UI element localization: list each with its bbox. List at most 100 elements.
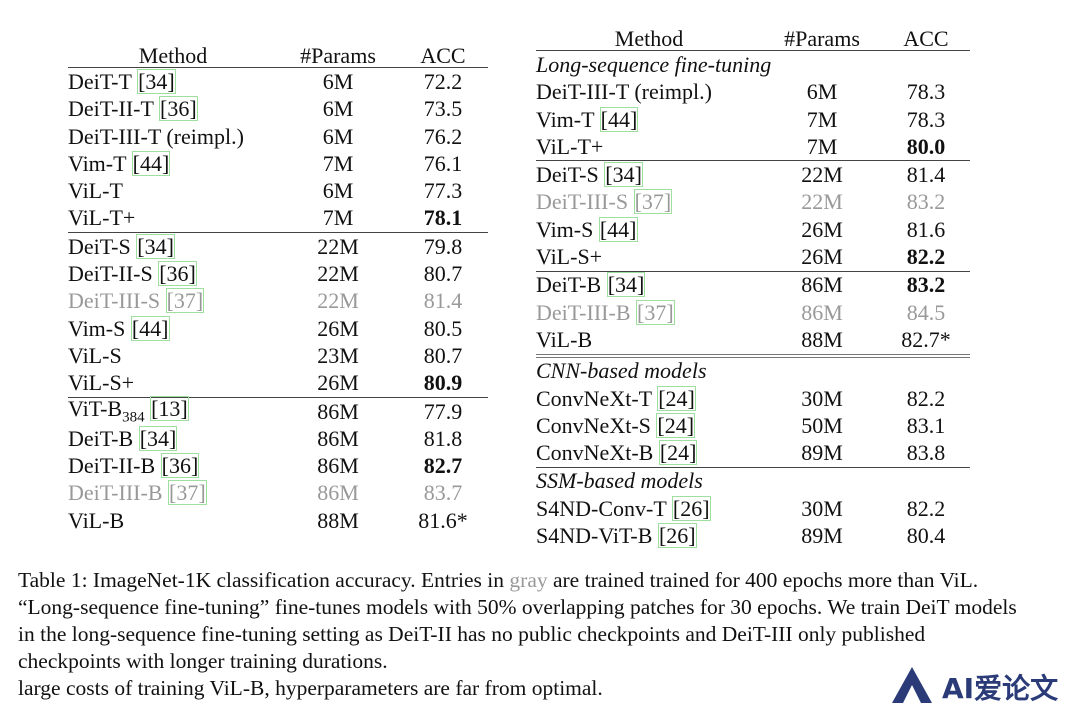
- method-cell: ConvNeXt-S [24]: [536, 412, 762, 439]
- method-name: DeiT-III-T (reimpl.): [536, 79, 712, 105]
- citation-link[interactable]: [36]: [160, 453, 200, 479]
- acc-cell: 82.7*: [901, 326, 951, 352]
- method-cell: DeiT-II-S [36]: [68, 260, 278, 287]
- citation-link[interactable]: [34]: [137, 68, 176, 94]
- method-name: ConvNeXt-T: [536, 385, 658, 411]
- citation-link[interactable]: [34]: [138, 425, 178, 451]
- params-cell: 6M: [322, 123, 354, 149]
- table-header-row: Method #Params ACC: [68, 40, 488, 69]
- method-name: DeiT-III-B: [68, 480, 168, 506]
- method-name: S4ND-ViT-B: [536, 522, 658, 548]
- method-name: DeiT-III-B: [536, 299, 636, 325]
- params-cell: 86M: [317, 425, 359, 451]
- params-cell: 86M: [762, 270, 882, 299]
- method-cell: DeiT-S [34]: [536, 160, 762, 189]
- table-row: ConvNeXt-S [24] 50M 83.1: [536, 412, 970, 439]
- section-header-row: CNN-based models: [536, 353, 970, 385]
- table-row: DeiT-III-B [37] 86M 83.7: [68, 480, 488, 507]
- method-cell: Vim-S [44]: [68, 315, 278, 342]
- acc-cell: 82.2: [906, 495, 946, 521]
- method-name: DeiT-T: [68, 68, 138, 94]
- params-cell: 22M: [801, 189, 843, 215]
- method-cell: ViL-S+: [536, 243, 762, 271]
- acc-cell: 80.4: [906, 522, 946, 548]
- citation-link[interactable]: [34]: [604, 162, 643, 188]
- acc-cell: 81.6*: [418, 507, 468, 533]
- table-header-row: Method #Params ACC: [536, 23, 970, 52]
- table-row: Vim-T [44] 7M 78.3: [536, 106, 970, 133]
- method-cell: DeiT-B [34]: [68, 425, 278, 452]
- method-name: DeiT-II-S: [68, 261, 159, 287]
- acc-cell: 80.5: [423, 315, 463, 341]
- citation-link[interactable]: [34]: [136, 233, 175, 259]
- citation-link[interactable]: [44]: [131, 150, 171, 176]
- acc-cell: 73.5: [423, 96, 463, 122]
- method-cell: ConvNeXt-T [24]: [536, 385, 762, 412]
- citation-link[interactable]: [44]: [130, 315, 170, 341]
- params-cell: 86M: [278, 396, 398, 426]
- watermark-logo: AI爱论文: [890, 664, 1070, 710]
- method-name: DeiT-II-B: [68, 453, 161, 479]
- method-subscript: 384: [122, 409, 145, 426]
- params-cell: 26M: [801, 244, 843, 270]
- params-cell: 22M: [317, 261, 359, 287]
- acc-cell: 78.3: [906, 79, 946, 105]
- stylized-a-logo-icon: [890, 665, 934, 710]
- citation-link[interactable]: [37]: [168, 480, 207, 506]
- citation-link[interactable]: [13]: [150, 395, 189, 421]
- section-header-row: SSM-based models: [536, 466, 970, 496]
- params-cell: 23M: [317, 342, 359, 368]
- params-cell: 26M: [317, 315, 359, 341]
- method-cell: ConvNeXt-B [24]: [536, 439, 762, 467]
- method-name: DeiT-S: [536, 162, 605, 188]
- method-cell: ViL-T+: [68, 205, 278, 233]
- method-cell: ViL-S+: [68, 370, 278, 398]
- params-cell: 7M: [806, 133, 838, 159]
- header-method: Method: [536, 23, 762, 52]
- citation-link[interactable]: [37]: [165, 288, 205, 314]
- citation-link[interactable]: [24]: [658, 440, 698, 466]
- method-cell: Vim-T [44]: [68, 150, 278, 177]
- citation-link[interactable]: [37]: [636, 299, 675, 325]
- table-row: ViT-B384 [13] 86M 77.9: [68, 395, 488, 426]
- method-cell: Vim-S [44]: [536, 216, 762, 243]
- caption-text-3: large costs of training ViL-B, hyperpara…: [18, 676, 603, 700]
- citation-link[interactable]: [24]: [656, 412, 696, 438]
- section-title: Long-sequence fine-tuning: [536, 51, 772, 77]
- citation-link[interactable]: [26]: [657, 522, 697, 548]
- acc-cell: 72.2: [423, 68, 463, 94]
- params-cell: 26M: [317, 370, 359, 396]
- citation-link[interactable]: [37]: [633, 189, 673, 215]
- citation-link[interactable]: [36]: [159, 96, 198, 122]
- acc-cell: 81.4: [882, 160, 970, 189]
- method-cell: DeiT-S [34]: [68, 232, 278, 261]
- params-cell: 22M: [762, 160, 882, 189]
- acc-cell: 78.1: [423, 205, 463, 231]
- citation-link[interactable]: [44]: [599, 106, 639, 132]
- table-row: DeiT-III-B [37] 86M 84.5: [536, 299, 970, 326]
- params-cell: 6M: [322, 96, 354, 122]
- citation-link[interactable]: [36]: [158, 261, 197, 287]
- params-cell: 86M: [801, 299, 843, 325]
- citation-link[interactable]: [44]: [598, 216, 638, 242]
- header-params: #Params: [278, 40, 398, 69]
- section-title: CNN-based models: [536, 353, 970, 385]
- method-name: Vim-T: [68, 150, 132, 176]
- acc-cell: 80.7: [423, 261, 463, 287]
- method-cell: DeiT-II-T [36]: [68, 96, 278, 123]
- method-name: Vim-S: [68, 315, 131, 341]
- table-row: DeiT-S [34] 22M 79.8: [68, 232, 488, 261]
- method-name: DeiT-S: [68, 233, 137, 259]
- citation-link[interactable]: [24]: [657, 385, 696, 411]
- method-name: Vim-S: [536, 216, 599, 242]
- acc-cell: 76.2: [423, 123, 463, 149]
- acc-cell: 80.0: [906, 133, 946, 159]
- method-name: DeiT-III-T (reimpl.): [68, 123, 244, 149]
- params-cell: 30M: [801, 495, 843, 521]
- acc-cell: 80.7: [423, 342, 463, 368]
- citation-link[interactable]: [26]: [671, 495, 711, 521]
- acc-cell: 79.8: [398, 232, 488, 261]
- acc-cell: 83.7: [423, 480, 463, 506]
- citation-link[interactable]: [34]: [606, 272, 646, 298]
- params-cell: 89M: [801, 522, 843, 548]
